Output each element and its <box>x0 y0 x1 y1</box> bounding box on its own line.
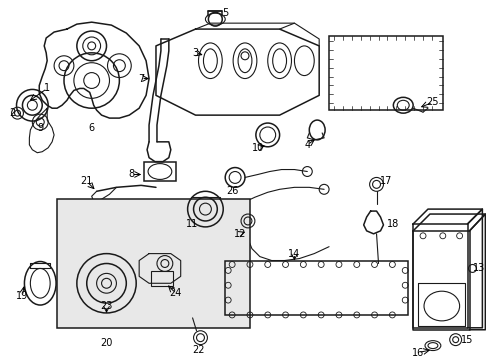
Bar <box>151 271 172 286</box>
Text: 9: 9 <box>37 123 43 133</box>
Bar <box>225 261 407 315</box>
Text: 23: 23 <box>100 301 112 311</box>
Text: 21: 21 <box>81 176 93 186</box>
Text: 16: 16 <box>411 347 424 357</box>
Text: 3: 3 <box>192 48 198 58</box>
Text: 11: 11 <box>186 219 198 229</box>
Text: 5: 5 <box>222 8 228 18</box>
Text: 7: 7 <box>138 73 144 84</box>
Bar <box>144 162 175 181</box>
Bar <box>328 36 442 110</box>
Text: 25: 25 <box>426 97 438 107</box>
Text: 8: 8 <box>128 170 134 180</box>
Text: 20: 20 <box>100 338 112 348</box>
Text: 26: 26 <box>225 186 238 196</box>
Text: 6: 6 <box>88 123 95 133</box>
Text: 12: 12 <box>233 229 246 239</box>
Text: 2: 2 <box>9 108 16 118</box>
Text: 22: 22 <box>192 345 204 355</box>
Bar <box>57 199 249 328</box>
Text: 14: 14 <box>288 249 300 258</box>
Text: 1: 1 <box>44 84 50 94</box>
Text: 19: 19 <box>16 291 28 301</box>
Text: 15: 15 <box>460 335 473 345</box>
Text: 17: 17 <box>380 176 392 186</box>
Text: 18: 18 <box>386 219 399 229</box>
Text: 4: 4 <box>304 140 310 150</box>
Text: 13: 13 <box>472 264 485 274</box>
Text: 10: 10 <box>251 143 264 153</box>
Text: 24: 24 <box>169 288 182 298</box>
